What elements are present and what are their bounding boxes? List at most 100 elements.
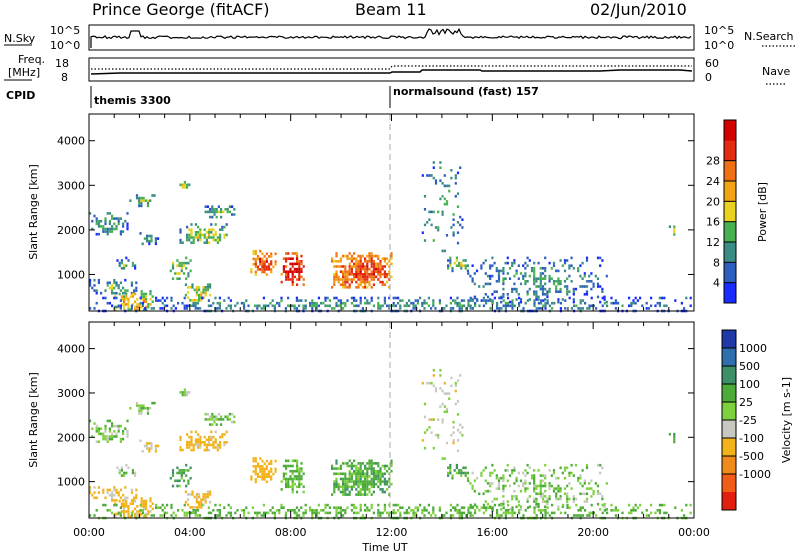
rti-cell	[386, 275, 389, 279]
rti-cell	[372, 485, 375, 489]
rti-cell	[247, 304, 250, 308]
rti-cell	[370, 254, 373, 258]
rti-cell	[210, 435, 213, 439]
rti-cell	[372, 273, 375, 276]
rti-cell	[541, 285, 545, 288]
rti-cell	[526, 500, 529, 503]
rti-cell	[368, 462, 371, 465]
rti-cell	[585, 256, 589, 260]
rti-cell	[489, 277, 492, 280]
rti-cell	[628, 511, 631, 515]
rti-cell	[291, 275, 294, 279]
rti-cell	[216, 241, 219, 244]
rti-cell	[234, 304, 237, 308]
rti-cell	[208, 228, 211, 231]
rti-cell	[381, 511, 384, 515]
rti-cell	[119, 289, 122, 292]
rti-cell	[434, 226, 438, 229]
rti-cell	[145, 297, 148, 301]
rti-cell	[111, 496, 114, 500]
rti-cell	[517, 484, 520, 488]
rti-cell	[377, 462, 380, 465]
rti-cell	[535, 497, 538, 501]
rti-cell	[270, 470, 273, 473]
rti-cell	[439, 374, 442, 377]
rti-cell	[432, 418, 435, 421]
rti-cell	[298, 299, 301, 302]
rti-cell	[541, 492, 545, 496]
rti-cell	[114, 512, 117, 516]
rti-cell	[131, 292, 134, 296]
rti-cell	[111, 225, 114, 228]
rti-cell	[599, 463, 602, 467]
rti-cell	[430, 381, 433, 385]
power-colorbar-swatch	[724, 140, 736, 161]
rti-cell	[198, 506, 201, 509]
rti-cell	[339, 467, 342, 470]
rti-cell	[296, 257, 299, 260]
rti-cell	[129, 515, 132, 518]
rti-cell	[223, 443, 226, 447]
rti-cell	[452, 307, 455, 310]
rti-cell	[287, 482, 290, 486]
rti-cell	[403, 511, 406, 515]
rti-cell	[451, 269, 454, 273]
rti-cell	[504, 469, 507, 472]
rti-cell	[456, 400, 460, 403]
rti-cell	[322, 301, 325, 305]
rti-cell	[339, 270, 342, 273]
rti-cell	[557, 505, 560, 509]
rti-cell	[104, 427, 107, 430]
rti-cell	[174, 307, 177, 310]
rti-cell	[579, 301, 582, 305]
rti-cell	[289, 278, 292, 281]
rti-cell	[199, 441, 202, 444]
rti-cell	[219, 443, 222, 447]
rti-cell	[381, 273, 384, 276]
rti-cell	[289, 464, 292, 468]
rti-cell	[207, 511, 210, 515]
rti-cell	[140, 512, 143, 516]
rti-cell	[142, 507, 145, 511]
rti-cell	[252, 257, 255, 261]
rti-cell	[193, 495, 196, 499]
rti-cell	[441, 210, 444, 214]
rti-cell	[350, 260, 353, 263]
rti-cell	[133, 289, 136, 292]
rti-cell	[328, 299, 331, 302]
freq-tick-bottom: 8	[61, 71, 68, 84]
rti-cell	[519, 298, 523, 301]
rti-cell	[293, 270, 296, 273]
rti-cell	[588, 307, 591, 310]
rti-cell	[198, 286, 201, 289]
rti-cell	[533, 269, 536, 273]
rti-cell	[185, 469, 188, 472]
rti-cell	[291, 304, 294, 308]
rti-cell	[377, 477, 380, 481]
rti-cell	[324, 511, 327, 515]
rti-cell	[559, 290, 562, 293]
rti-cell	[114, 305, 117, 309]
rti-cell	[355, 477, 358, 481]
rti-cell	[364, 267, 367, 271]
rti-cell	[218, 503, 221, 507]
rti-cell	[502, 474, 505, 477]
rti-cell	[245, 506, 248, 509]
rti-cell	[416, 301, 419, 305]
rti-cell	[506, 479, 509, 483]
rti-cell	[357, 275, 360, 279]
rti-cell	[176, 272, 179, 275]
rti-cell	[544, 307, 547, 310]
rti-cell	[357, 477, 360, 481]
rti-cell	[596, 256, 600, 260]
rti-cell	[117, 491, 120, 494]
rti-cell	[199, 228, 202, 231]
rti-cell	[169, 269, 172, 273]
rti-cell	[342, 283, 345, 286]
rti-cell	[383, 509, 386, 512]
rti-cell	[423, 208, 427, 211]
rti-cell	[500, 296, 503, 300]
rti-cell	[353, 257, 356, 260]
rti-cell	[146, 407, 150, 410]
rti-cell	[203, 448, 206, 452]
